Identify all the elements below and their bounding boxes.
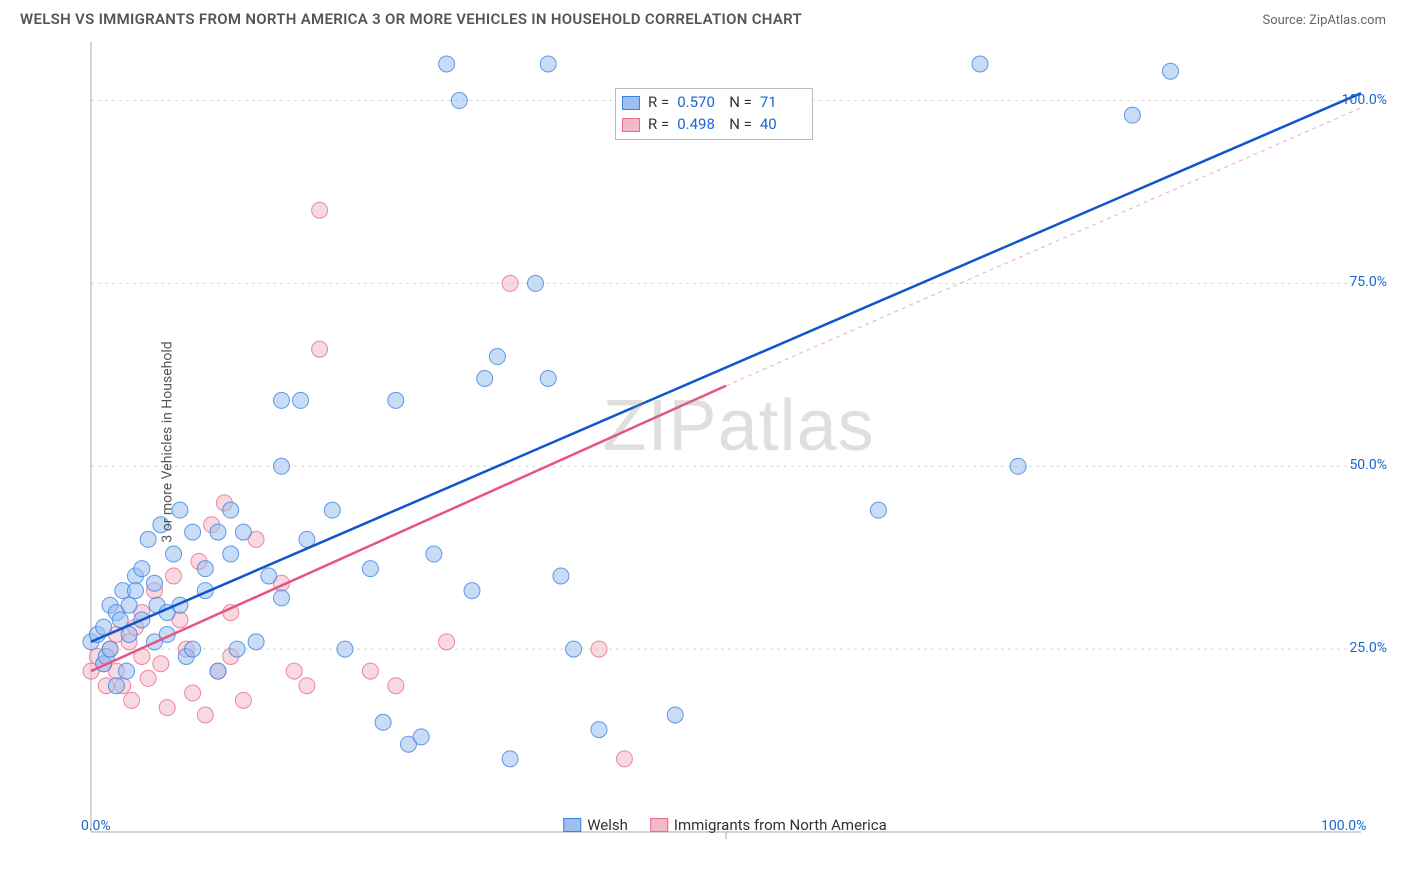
n-label: N = [729,114,752,136]
y-tick-label: 75.0% [1349,274,1387,290]
y-tick-label: 100.0% [1342,92,1387,108]
legend-swatch-immigrants [650,818,668,832]
stats-row-immigrants: R = 0.498 N = 40 [622,114,804,136]
scatter-svg [55,42,1395,842]
legend-item-welsh: Welsh [563,816,628,834]
source-attr: Source: ZipAtlas.com [1262,13,1386,28]
x-tick-max: 100.0% [1321,818,1366,834]
y-tick-label: 50.0% [1349,457,1387,473]
stats-row-welsh: R = 0.570 N = 71 [622,92,804,114]
r-value-immigrants: 0.498 [677,114,721,136]
swatch-immigrants [622,118,640,132]
n-value-welsh: 71 [760,92,804,114]
legend-label-welsh: Welsh [587,816,628,834]
r-label: R = [648,114,669,136]
legend-item-immigrants: Immigrants from North America [650,816,887,834]
stats-legend-box: R = 0.570 N = 71 R = 0.498 N = 40 [615,88,813,140]
r-value-welsh: 0.570 [677,92,721,114]
series-legend: Welsh Immigrants from North America [563,816,887,834]
r-label: R = [648,92,669,114]
n-value-immigrants: 40 [760,114,804,136]
y-tick-label: 25.0% [1349,640,1387,656]
n-label: N = [729,92,752,114]
legend-swatch-welsh [563,818,581,832]
swatch-welsh [622,96,640,110]
x-tick-min: 0.0% [81,818,111,834]
legend-label-immigrants: Immigrants from North America [674,816,887,834]
chart-title: WELSH VS IMMIGRANTS FROM NORTH AMERICA 3… [20,10,802,28]
y-axis-label: 3 or more Vehicles in Household [160,341,176,542]
chart-area: 3 or more Vehicles in Household ZIPatlas… [55,42,1395,842]
